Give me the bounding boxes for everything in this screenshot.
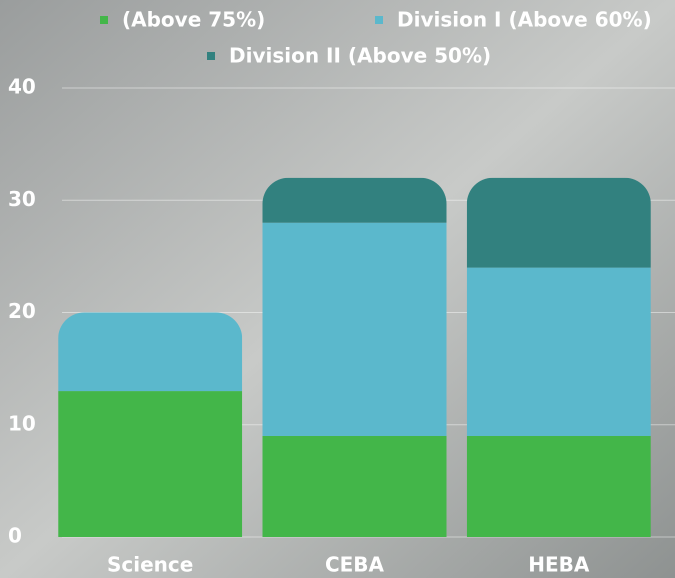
- bar-segment: [466, 267, 651, 436]
- y-tick-label: 10: [8, 411, 36, 435]
- x-tick-label: Science: [107, 553, 193, 577]
- y-tick-label: 40: [8, 75, 36, 99]
- legend-label: Division I (Above 60%): [397, 8, 652, 32]
- x-tick-label: CEBA: [325, 553, 385, 577]
- bar-segment: [262, 177, 447, 223]
- y-tick-label: 20: [8, 299, 36, 323]
- bar-group: [58, 312, 243, 537]
- y-tick-label: 0: [8, 524, 22, 548]
- x-tick-label: HEBA: [528, 553, 590, 577]
- bar-group: [262, 177, 447, 537]
- legend-label: Division II (Above 50%): [229, 44, 491, 68]
- y-tick-label: 30: [8, 187, 36, 211]
- bar-segment: [466, 435, 651, 537]
- bar-segment: [58, 312, 243, 392]
- legend-marker: [375, 16, 383, 24]
- bar-segment: [466, 177, 651, 268]
- bar-segment: [262, 435, 447, 537]
- legend-label: (Above 75%): [122, 8, 265, 32]
- bar-segment: [262, 222, 447, 436]
- legend: (Above 75%) Division I (Above 60%) Divisio…: [100, 8, 652, 68]
- legend-marker: [207, 52, 215, 60]
- bar-group: [466, 177, 651, 537]
- legend-marker: [100, 16, 108, 24]
- bar-segment: [58, 391, 243, 537]
